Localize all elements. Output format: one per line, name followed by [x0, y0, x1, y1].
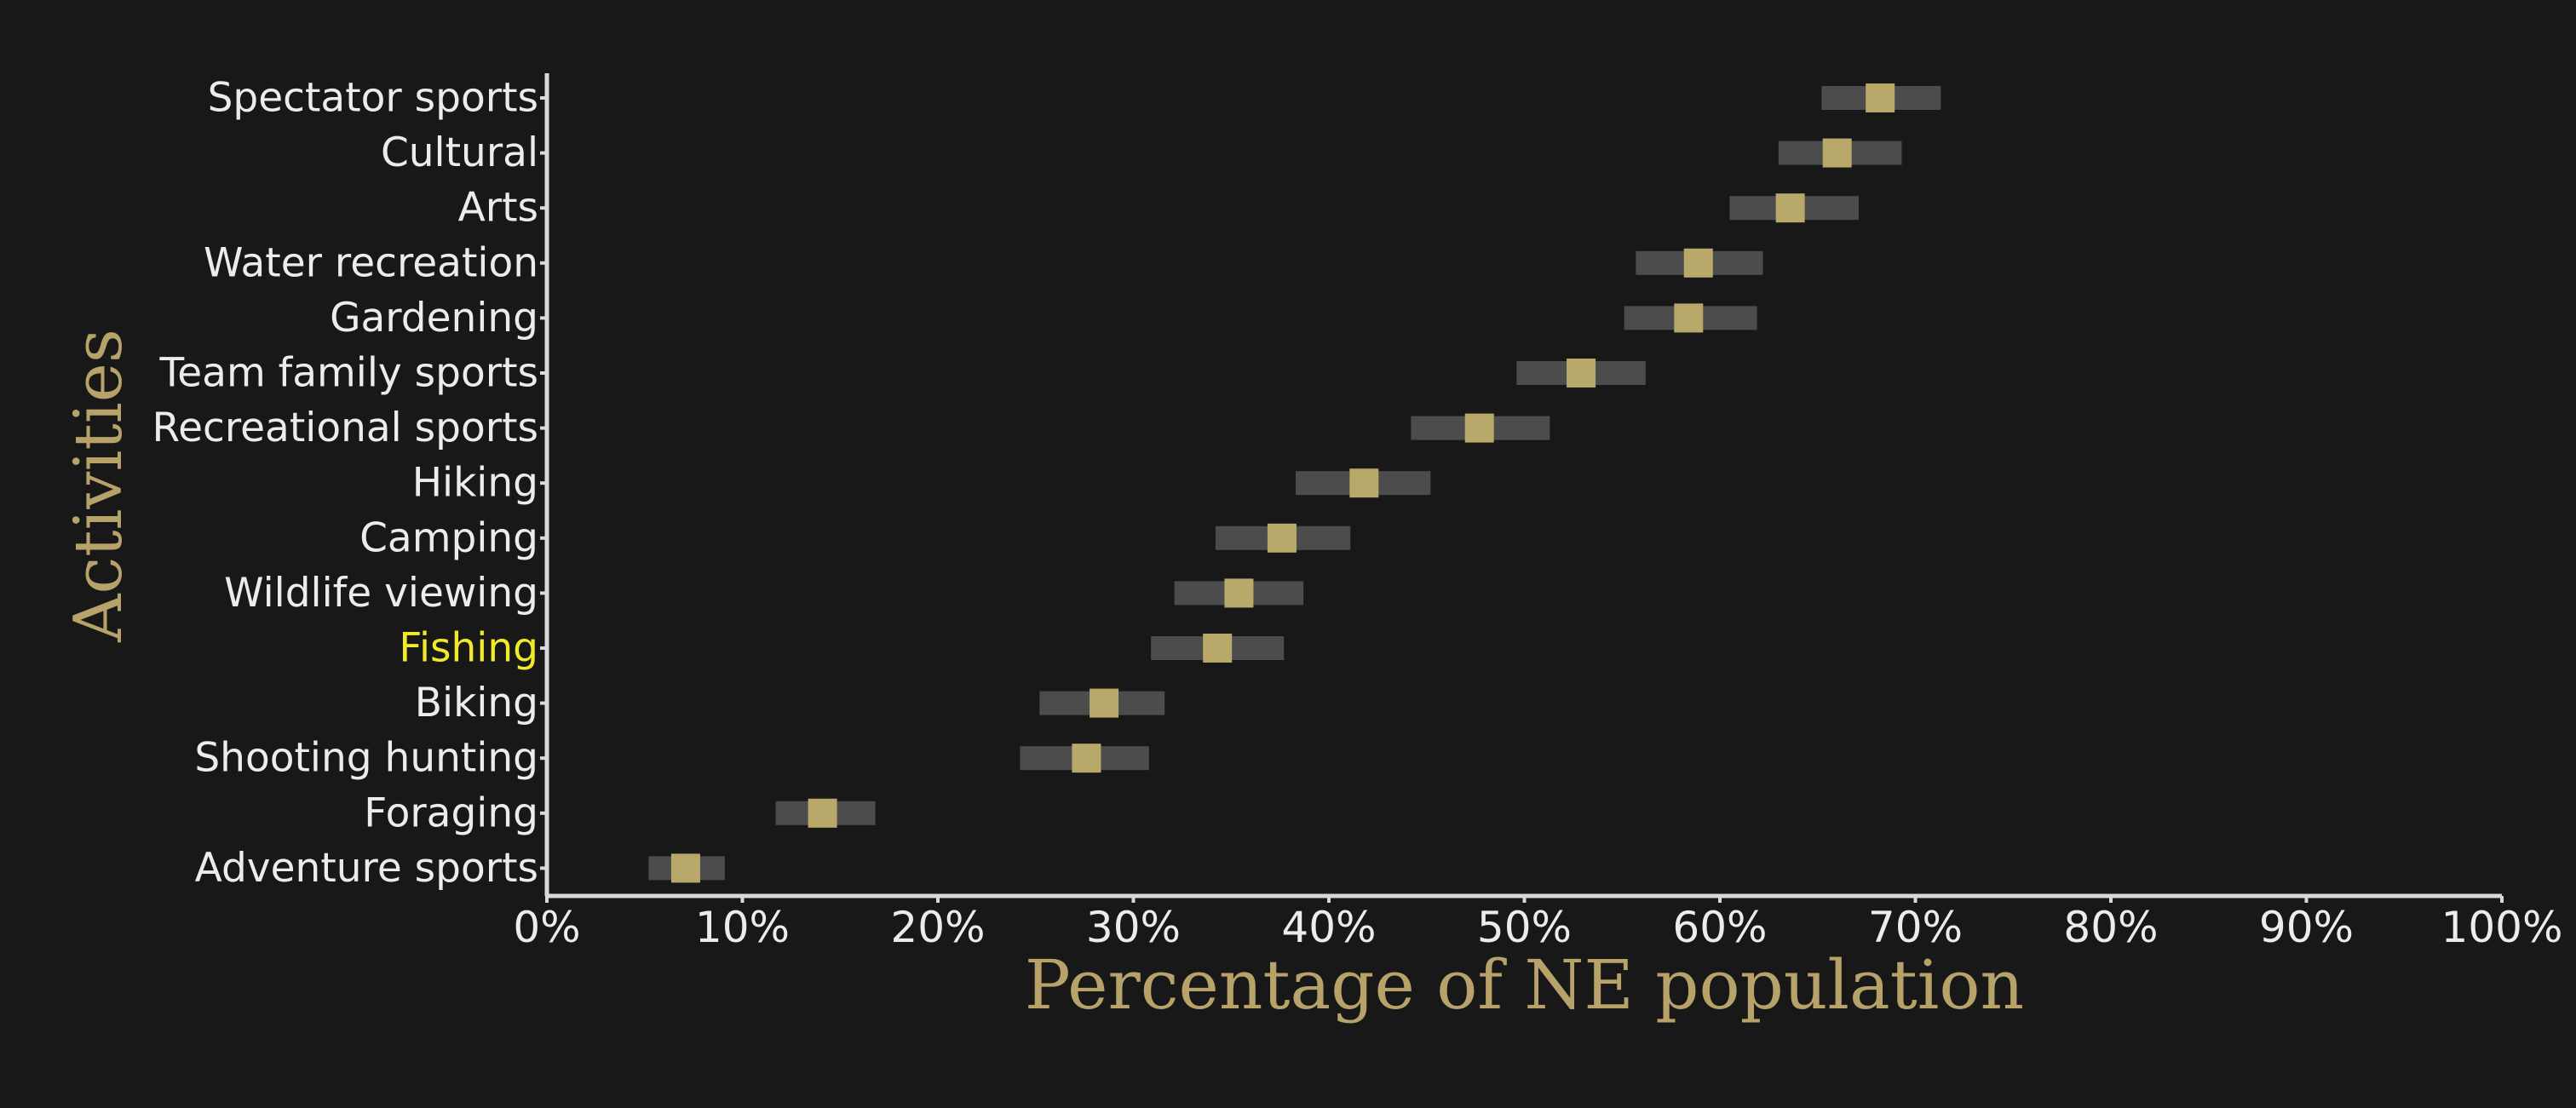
y-tick-label: Water recreation	[204, 239, 538, 286]
y-tick-label: Adventure sports	[195, 845, 538, 892]
y-tick-label: Shooting hunting	[194, 735, 538, 782]
x-tick-label: 50%	[1477, 903, 1572, 952]
x-tick-label: 20%	[890, 903, 985, 952]
estimate-marker	[1464, 413, 1494, 443]
y-tick-label: Gardening	[330, 295, 538, 342]
y-tick-label: Arts	[458, 185, 538, 232]
estimate-marker	[1567, 359, 1596, 388]
x-tick-label: 10%	[695, 903, 790, 952]
point-layer	[670, 83, 1895, 883]
estimate-marker	[1224, 578, 1254, 608]
estimate-marker	[670, 853, 700, 883]
x-tick-label: 0%	[513, 903, 580, 952]
estimate-marker	[1775, 193, 1805, 223]
x-tick-layer: 0% 10% 20% 30% 40% 50% 60% 70% 80% 90% 100%	[513, 896, 2562, 952]
y-tick-label: Cultural	[381, 129, 538, 176]
x-tick-label: 40%	[1281, 903, 1376, 952]
y-tick-label: Recreational sports	[152, 405, 538, 451]
estimate-marker	[1267, 523, 1297, 553]
estimate-marker	[1683, 248, 1713, 278]
x-tick-label: 100%	[2441, 903, 2563, 952]
y-tick-label: Biking	[415, 680, 538, 726]
y-tick-label: Fishing	[399, 625, 538, 672]
estimate-marker	[1072, 743, 1101, 773]
x-tick-label: 70%	[1868, 903, 1963, 952]
estimate-marker	[1349, 468, 1379, 498]
y-tick-layer: Spectator sports Cultural Arts Water recrea…	[152, 75, 547, 892]
x-tick-label: 30%	[1086, 903, 1181, 952]
x-tick-label: 90%	[2259, 903, 2354, 952]
y-tick-label: Camping	[359, 514, 538, 561]
estimate-marker	[1822, 138, 1852, 168]
estimate-marker	[808, 798, 837, 828]
y-tick-label: Wildlife viewing	[224, 570, 538, 617]
estimate-marker	[1674, 303, 1704, 333]
estimate-marker	[1203, 634, 1233, 663]
y-tick-label: Team family sports	[159, 350, 538, 397]
x-tick-label: 60%	[1672, 903, 1767, 952]
estimate-marker	[1090, 688, 1119, 718]
y-tick-label: Spectator sports	[208, 75, 538, 122]
x-tick-label: 80%	[2063, 903, 2158, 952]
y-tick-label: Hiking	[412, 460, 538, 507]
y-tick-label: Foraging	[364, 789, 538, 836]
estimate-marker	[1866, 83, 1895, 112]
x-axis-title: Percentage of NE population	[1025, 945, 2024, 1025]
y-axis-title: Activities	[60, 329, 137, 643]
